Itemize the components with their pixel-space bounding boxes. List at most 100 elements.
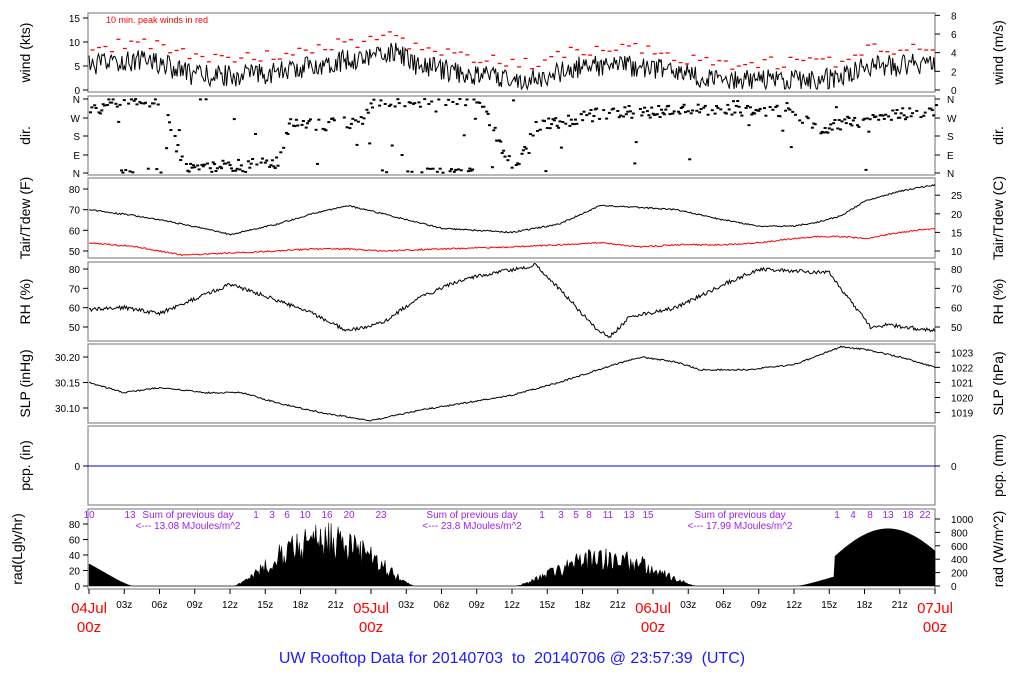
direction-point — [455, 103, 459, 105]
sun-hour-label: 1 — [253, 510, 259, 521]
direction-point — [238, 168, 242, 171]
sun-hour-label: 13 — [623, 510, 635, 521]
sun-hour-label: 23 — [375, 510, 387, 521]
direction-point — [279, 151, 283, 154]
direction-point — [506, 159, 510, 162]
direction-point — [190, 166, 194, 169]
direction-point — [224, 162, 228, 165]
direction-point — [514, 164, 518, 166]
direction-point — [851, 119, 855, 122]
direction-point — [296, 124, 300, 127]
direction-point — [616, 110, 620, 112]
direction-point — [871, 114, 875, 116]
direction-point — [702, 106, 706, 109]
direction-point — [124, 169, 128, 172]
direction-point — [121, 171, 125, 174]
direction-point — [232, 118, 236, 121]
direction-point — [345, 126, 349, 129]
direction-point — [301, 120, 305, 122]
direction-point — [249, 162, 253, 165]
direction-point — [196, 164, 200, 167]
daily-sum-value: <--- 23.8 MJoules/m^2 — [422, 521, 522, 532]
direction-point — [435, 170, 439, 173]
x-tick-label: 18z — [856, 600, 872, 611]
date-label: 07Jul — [917, 600, 953, 617]
y-tick-label-right: 800 — [951, 528, 968, 539]
y-tick-label-left: N — [73, 169, 80, 180]
radiation-area — [88, 522, 936, 587]
direction-point — [569, 118, 573, 121]
x-tick-label: 06z — [151, 600, 167, 611]
direction-point — [457, 168, 460, 171]
y-tick-label-right: 1021 — [951, 378, 974, 389]
time-axis: 03z 06z 09z 12z 15z 18z 21z 03z 06z 09z 12z 15z 18z 2… — [71, 589, 953, 636]
direction-point — [355, 143, 359, 146]
sun-hour-label: 1 — [834, 510, 840, 521]
direction-point — [626, 110, 630, 113]
direction-point — [265, 159, 269, 162]
direction-point — [681, 106, 685, 108]
direction-point — [307, 120, 311, 123]
direction-point — [366, 111, 370, 114]
direction-point — [118, 103, 122, 106]
direction-point — [527, 152, 531, 154]
direction-point — [836, 127, 840, 130]
direction-point — [658, 116, 662, 118]
direction-point — [528, 133, 532, 136]
direction-point — [929, 107, 933, 110]
direction-point — [98, 112, 102, 115]
direction-point — [351, 117, 355, 120]
y-tick-label-right: 15 — [951, 228, 963, 239]
direction-point — [208, 167, 212, 170]
direction-point — [378, 104, 382, 107]
direction-point — [864, 168, 868, 171]
y-tick-label-left: 70 — [69, 206, 81, 217]
direction-point — [268, 165, 272, 168]
direction-point — [393, 105, 397, 108]
direction-point — [371, 106, 374, 109]
direction-point — [189, 162, 193, 165]
direction-point — [282, 146, 286, 149]
direction-point — [502, 149, 506, 152]
x-tick-label: 15z — [821, 600, 837, 611]
direction-point — [361, 122, 365, 125]
direction-point — [431, 167, 435, 170]
direction-point — [856, 124, 859, 127]
direction-point — [664, 108, 668, 111]
x-tick-label: 18z — [292, 600, 308, 611]
direction-point — [798, 119, 802, 122]
panel-wind: wind (kts) wind (m/s) 0 5 10 15 0 2 4 6 8 10 min. p… — [17, 11, 1006, 97]
direction-point — [746, 105, 750, 107]
direction-point — [173, 135, 177, 137]
x-tick-label: 12z — [504, 600, 520, 611]
direction-point — [857, 125, 861, 128]
direction-point — [493, 126, 497, 129]
direction-point — [454, 168, 458, 171]
direction-point — [788, 108, 792, 111]
direction-point — [923, 111, 927, 114]
direction-point — [630, 116, 634, 119]
sun-hour-label: 6 — [284, 510, 290, 521]
direction-point — [246, 160, 250, 163]
direction-point — [657, 105, 661, 107]
panel-frame — [87, 343, 936, 424]
direction-point — [452, 170, 456, 173]
direction-point — [868, 118, 872, 121]
sun-hour-label: 3 — [269, 510, 275, 521]
direction-point — [447, 98, 451, 101]
sun-hour-label: 22 — [919, 510, 931, 521]
sun-hour-label: 1 — [539, 510, 545, 521]
y-tick-label-left: 80 — [69, 185, 81, 196]
tair-line — [88, 184, 936, 236]
direction-point — [390, 144, 394, 147]
direction-point — [564, 122, 568, 125]
direction-point — [239, 164, 243, 167]
direction-point — [696, 103, 700, 106]
direction-point — [750, 113, 754, 116]
date-label: 06Jul — [635, 600, 671, 617]
y-axis-label-right: RH (%) — [990, 279, 1006, 325]
y-tick-label-left: 20 — [69, 567, 81, 578]
direction-point — [492, 129, 496, 132]
sun-hour-label: 18 — [902, 510, 914, 521]
direction-point — [591, 120, 594, 123]
